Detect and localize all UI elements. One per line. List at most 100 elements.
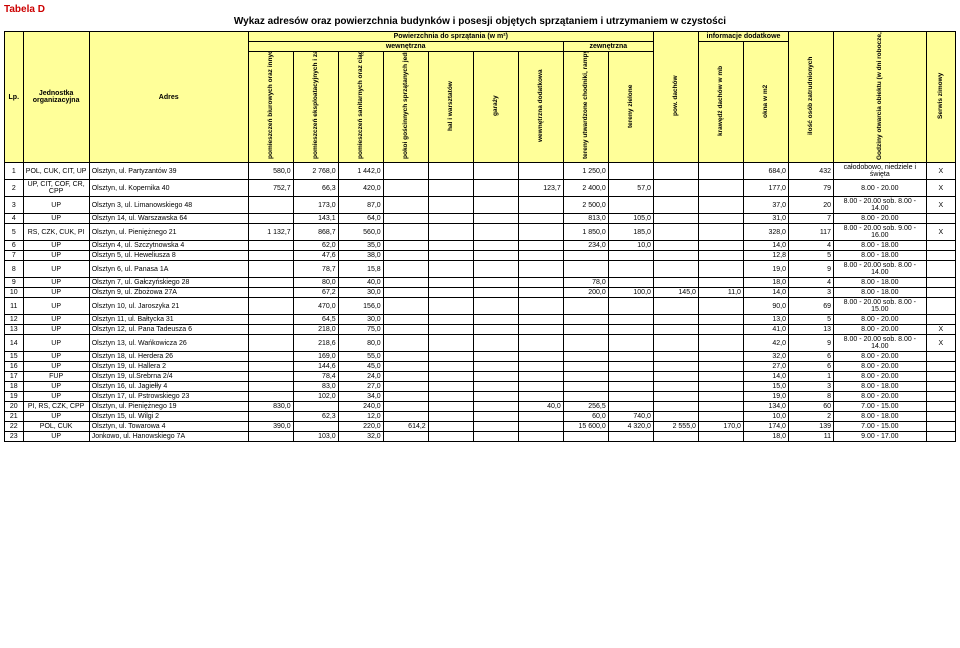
cell [518, 251, 563, 261]
cell [248, 392, 293, 402]
cell: 328,0 [743, 224, 788, 241]
cell: 8.00 - 18.00 [833, 382, 926, 392]
cell: Olsztyn 17, ul. Pstrowskiego 23 [89, 392, 248, 402]
table-row: 9UPOlsztyn 7, ul. Gałczyńskiego 2880,040… [5, 278, 956, 288]
cell: UP [23, 278, 89, 288]
cell [518, 382, 563, 392]
cell [926, 278, 955, 288]
cell [653, 382, 698, 392]
table-row: 3UPOlsztyn 3, ul. Limanowskiego 48173,08… [5, 197, 956, 214]
cell [383, 372, 428, 382]
cell: 8 [5, 261, 24, 278]
cell: Olsztyn, ul. Pieniężnego 19 [89, 402, 248, 412]
cell [926, 372, 955, 382]
cell: Olsztyn 4, ul. Szczytnowska 4 [89, 241, 248, 251]
cell [698, 214, 743, 224]
cell: 13 [5, 325, 24, 335]
cell [428, 214, 473, 224]
cell [473, 422, 518, 432]
cell [926, 214, 955, 224]
cell [563, 261, 608, 278]
cell [473, 315, 518, 325]
cell [563, 298, 608, 315]
cell: 8.00 - 20.00 sob. 8.00 - 15.00 [833, 298, 926, 315]
cell: Olsztyn 13, ul. Wańkowicza 26 [89, 335, 248, 352]
cell: X [926, 163, 955, 180]
cell: 240,0 [338, 402, 383, 412]
cell: 75,0 [338, 325, 383, 335]
th-info: informacje dodatkowe [698, 32, 788, 42]
table-row: 4UPOlsztyn 14, ul. Warszawska 64143,164,… [5, 214, 956, 224]
cell [563, 352, 608, 362]
cell [926, 412, 955, 422]
cell: 123,7 [518, 180, 563, 197]
cell: UP [23, 261, 89, 278]
cell: 3 [5, 197, 24, 214]
cell: 11 [788, 432, 833, 442]
cell: 6 [5, 241, 24, 251]
cell [293, 422, 338, 432]
cell: UP [23, 197, 89, 214]
cell: UP [23, 214, 89, 224]
cell: 102,0 [293, 392, 338, 402]
cell [248, 315, 293, 325]
cell: 2 768,0 [293, 163, 338, 180]
cell [698, 261, 743, 278]
cell: 8.00 - 20.00 [833, 180, 926, 197]
cell [608, 325, 653, 335]
th-internal: wewnętrzna [248, 42, 563, 52]
cell [608, 298, 653, 315]
table-row: 19UPOlsztyn 17, ul. Pstrowskiego 23102,0… [5, 392, 956, 402]
cell [518, 362, 563, 372]
cell [653, 432, 698, 442]
cell: 55,0 [338, 352, 383, 362]
cell [383, 392, 428, 402]
cell [653, 261, 698, 278]
cell: 2 [5, 180, 24, 197]
cell [563, 362, 608, 372]
cell [248, 335, 293, 352]
cell: 19,0 [743, 261, 788, 278]
cell [473, 392, 518, 402]
cell: 83,0 [293, 382, 338, 392]
cell: UP [23, 335, 89, 352]
th-v4: hal i warsztatów [428, 52, 473, 163]
cell [248, 241, 293, 251]
cell: 78,7 [293, 261, 338, 278]
cell: 9.00 - 17.00 [833, 432, 926, 442]
cell: 78,4 [293, 372, 338, 382]
th-serwis: Serwis zimowy [926, 32, 955, 163]
table-row: 15UPOlsztyn 18, ul. Herdera 26169,055,03… [5, 352, 956, 362]
th-v3: pokoi gościnnych sprzątanych jednorazowo [383, 52, 428, 163]
cell [473, 325, 518, 335]
cell: Olsztyn 16, ul. Jagiełły 4 [89, 382, 248, 392]
cell: 8.00 - 20.00 [833, 214, 926, 224]
cell [473, 298, 518, 315]
cell [608, 261, 653, 278]
cell [698, 325, 743, 335]
cell: 66,3 [293, 180, 338, 197]
cell [563, 392, 608, 402]
cell [518, 197, 563, 214]
cell: X [926, 335, 955, 352]
cell: 13 [788, 325, 833, 335]
cell [248, 382, 293, 392]
cell: 42,0 [743, 335, 788, 352]
cell: 41,0 [743, 325, 788, 335]
cell: 830,0 [248, 402, 293, 412]
cell: 7 [788, 214, 833, 224]
cell: 105,0 [608, 214, 653, 224]
cell [563, 251, 608, 261]
cell: 2 [788, 412, 833, 422]
cell [248, 412, 293, 422]
cell: 60,0 [563, 412, 608, 422]
cell [926, 261, 955, 278]
cell: 40,0 [338, 278, 383, 288]
cell: UP [23, 412, 89, 422]
cell: 64,5 [293, 315, 338, 325]
cell [383, 402, 428, 412]
table-row: 10UPOlsztyn 9, ul. Zbożowa 27A67,230,020… [5, 288, 956, 298]
cell [608, 362, 653, 372]
cell [428, 163, 473, 180]
table-row: 17FUPOlsztyn 19, ul.Srebrna 2/478,424,01… [5, 372, 956, 382]
